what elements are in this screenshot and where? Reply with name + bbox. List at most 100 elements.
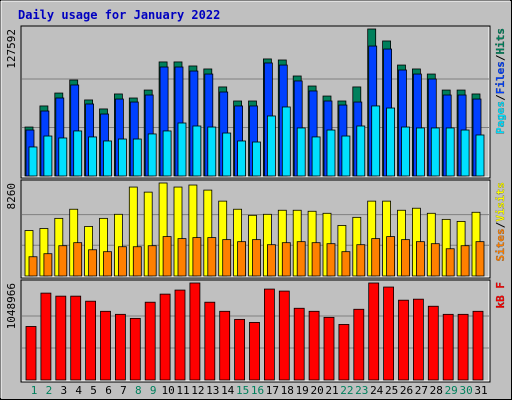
bar: [207, 237, 217, 277]
bar: [222, 239, 232, 277]
bar: [237, 140, 247, 177]
bar: [234, 318, 246, 381]
bar: [25, 326, 37, 381]
bar: [475, 134, 485, 177]
legend: Pages/Files/Hits: [494, 28, 507, 134]
bar: [398, 299, 409, 381]
legend-entry: Files: [494, 61, 507, 94]
x-tick-label: 30: [459, 384, 472, 397]
bar: [28, 146, 38, 177]
bar: [472, 310, 484, 381]
bar: [55, 295, 67, 381]
bar: [311, 242, 321, 277]
x-tick-label: 2: [46, 384, 53, 397]
bar: [88, 249, 97, 277]
bar: [353, 308, 365, 381]
bar: [73, 130, 83, 177]
bar: [293, 307, 305, 381]
bar: [401, 126, 410, 177]
bar: [445, 127, 455, 177]
x-tick-label: 1: [31, 384, 38, 397]
bar: [207, 126, 217, 177]
bar: [162, 130, 172, 177]
bar: [415, 241, 425, 277]
bar: [132, 138, 142, 177]
x-tick-label: 11: [176, 384, 189, 397]
x-tick-label: 4: [75, 384, 82, 397]
bar: [460, 129, 470, 177]
x-tick-label: 21: [325, 384, 338, 397]
x-tick-label: 31: [474, 384, 487, 397]
x-tick-label: 16: [251, 384, 264, 397]
bar: [144, 301, 156, 381]
bar: [70, 295, 82, 381]
y-tick-label: 127592: [5, 29, 18, 69]
bar: [118, 246, 127, 277]
bar: [192, 237, 202, 277]
x-tick-label: 22: [340, 384, 353, 397]
bar: [308, 310, 320, 381]
x-tick-label: 25: [385, 384, 398, 397]
bar: [43, 135, 53, 177]
x-tick-label: 20: [310, 384, 323, 397]
legend: kB F: [494, 282, 507, 309]
bar: [442, 313, 454, 381]
x-tick-label: 15: [236, 384, 249, 397]
bar: [58, 137, 68, 177]
bar: [412, 298, 424, 381]
bar: [383, 286, 395, 381]
bar: [415, 127, 425, 177]
x-tick-label: 26: [400, 384, 413, 397]
bar: [368, 282, 380, 381]
legend-entry: Sites: [494, 228, 507, 261]
bar: [356, 244, 366, 277]
bar: [252, 239, 261, 277]
bar: [100, 310, 111, 381]
bar: [147, 245, 157, 277]
bar: [58, 245, 68, 277]
bar: [222, 132, 232, 177]
y-tick-label: 1048966: [5, 283, 18, 329]
x-tick-label: 18: [281, 384, 294, 397]
bar: [192, 125, 202, 177]
bar: [115, 313, 126, 381]
bar: [85, 300, 96, 381]
legend: Sites/Visits: [494, 182, 507, 262]
bar: [475, 241, 485, 277]
x-tick-label: 27: [415, 384, 428, 397]
bar: [356, 125, 366, 177]
x-tick-label: 13: [206, 384, 219, 397]
bar: [204, 301, 216, 381]
bar: [263, 288, 275, 381]
bar: [281, 106, 291, 177]
x-tick-label: 7: [120, 384, 127, 397]
bar: [311, 136, 321, 177]
bar: [430, 243, 440, 277]
bar: [177, 238, 187, 277]
x-tick-label: 3: [60, 384, 67, 397]
bar: [430, 127, 440, 177]
x-tick-label: 24: [370, 384, 384, 397]
x-tick-label: 5: [90, 384, 97, 397]
x-tick-label: 10: [161, 384, 174, 397]
bar: [159, 293, 171, 381]
bar: [338, 324, 350, 381]
x-tick-label: 14: [221, 384, 235, 397]
bar: [445, 248, 455, 277]
bar: [460, 245, 470, 277]
bar: [73, 242, 83, 277]
legend-entry: Pages: [494, 101, 507, 134]
bar: [296, 241, 306, 277]
x-tick-label: 19: [296, 384, 309, 397]
x-tick-label: 29: [445, 384, 458, 397]
bar: [189, 282, 201, 381]
x-tick-label: 8: [135, 384, 142, 397]
bar: [341, 251, 351, 277]
legend-entry: Visits: [494, 182, 507, 222]
bar: [237, 241, 247, 277]
y-tick-label: 8260: [5, 183, 18, 210]
legend-entry: kB F: [494, 282, 507, 309]
bar: [326, 129, 336, 177]
bar: [40, 292, 52, 381]
